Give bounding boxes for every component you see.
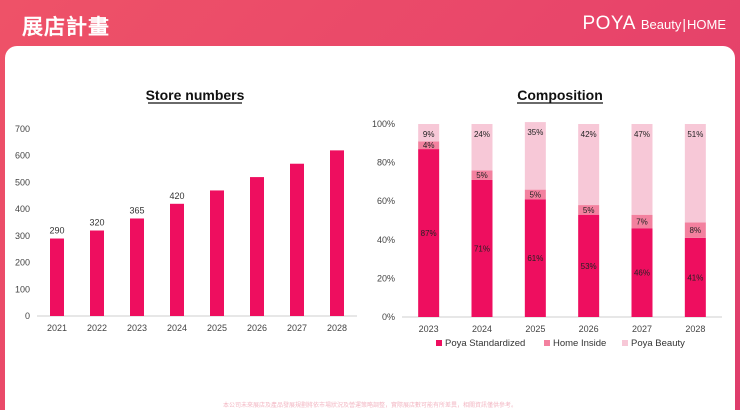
segment-data-label: 4% — [423, 141, 435, 150]
bar-2021 — [50, 238, 64, 316]
x-tick-label: 2028 — [327, 323, 347, 333]
legend-label: Home Inside — [553, 338, 606, 349]
segment-data-label: 5% — [583, 206, 595, 215]
bar-segment-poya-standardized — [524, 199, 546, 317]
x-tick-label: 2024 — [472, 324, 492, 334]
y-tick-label: 80% — [377, 158, 395, 168]
bar-segment-poya-standardized — [471, 179, 493, 317]
bar-segment-poya-standardized — [631, 228, 653, 317]
y-tick-label: 700 — [15, 124, 30, 134]
segment-data-label: 41% — [687, 273, 703, 282]
y-tick-label: 100 — [15, 284, 30, 294]
bar-segment-home-inside — [631, 214, 653, 229]
segment-data-label: 24% — [474, 130, 490, 139]
store-numbers-chart: Store numbers 0 100 200 300 400 500 600 700 290 20… — [15, 87, 357, 333]
bar-2025 — [210, 190, 224, 316]
bar-segment-poya-beauty — [684, 124, 706, 223]
bar-2024 — [170, 203, 184, 316]
legend-swatch — [622, 340, 628, 346]
segment-data-label: 46% — [634, 269, 650, 278]
bar-segment-poya-beauty — [631, 124, 653, 215]
bar-2026 — [250, 177, 264, 316]
legend-swatch — [544, 340, 550, 346]
bar-segment-poya-beauty — [578, 124, 600, 206]
x-tick-label: 2027 — [632, 324, 652, 334]
y-tick-label: 40% — [377, 235, 395, 245]
x-tick-label: 2026 — [579, 324, 599, 334]
segment-data-label: 8% — [690, 226, 702, 235]
segment-data-label: 87% — [421, 229, 437, 238]
chart-title: Store numbers — [146, 87, 245, 103]
y-tick-label: 20% — [377, 273, 395, 283]
bar-segment-poya-beauty — [418, 124, 440, 142]
bar-segment-poya-standardized — [578, 214, 600, 317]
segment-data-label: 71% — [474, 244, 490, 253]
content-panel — [5, 46, 735, 410]
bar-segment-poya-beauty — [471, 124, 493, 171]
x-tick-label: 2025 — [207, 323, 227, 333]
bar-segment-home-inside — [418, 141, 440, 150]
legend-label: Poya Standardized — [445, 338, 525, 349]
x-tick-label: 2028 — [685, 324, 705, 334]
segment-data-label: 5% — [530, 190, 542, 199]
y-tick-label: 400 — [15, 204, 30, 214]
legend-label: Poya Beauty — [631, 338, 685, 349]
x-tick-label: 2026 — [247, 323, 267, 333]
y-tick-label: 500 — [15, 177, 30, 187]
x-tick-label: 2024 — [167, 323, 187, 333]
bar-2028 — [330, 150, 344, 316]
bar-segment-home-inside — [524, 189, 546, 200]
segment-data-label: 7% — [636, 217, 648, 226]
segment-data-label: 51% — [687, 130, 703, 139]
y-tick-label: 60% — [377, 196, 395, 206]
y-tick-label: 0% — [382, 312, 395, 322]
brand-separator: | — [682, 16, 686, 32]
segment-data-label: 9% — [423, 130, 435, 139]
brand-beauty: Beauty — [640, 17, 682, 32]
bar-segment-home-inside — [684, 222, 706, 238]
bar-2027 — [290, 163, 304, 316]
segment-data-label: 61% — [527, 254, 543, 263]
segment-data-label: 47% — [634, 130, 650, 139]
bar-2023 — [130, 218, 144, 316]
x-tick-label: 2027 — [287, 323, 307, 333]
x-tick-label: 2025 — [525, 324, 545, 334]
brand-home: HOME — [687, 17, 726, 32]
bar-2022 — [90, 230, 104, 316]
x-tick-label: 2022 — [87, 323, 107, 333]
bar-segment-home-inside — [578, 205, 600, 215]
bar-segment-home-inside — [471, 170, 493, 180]
y-tick-label: 100% — [372, 119, 395, 129]
chart-title: Composition — [517, 87, 603, 103]
segment-data-label: 42% — [581, 130, 597, 139]
y-tick-label: 200 — [15, 258, 30, 268]
x-tick-label: 2023 — [127, 323, 147, 333]
bar-segment-poya-beauty — [524, 122, 546, 190]
y-tick-label: 300 — [15, 231, 30, 241]
segment-data-label: 35% — [527, 128, 543, 137]
bar-data-label: 420 — [169, 191, 184, 201]
bar-data-label: 290 — [49, 226, 64, 236]
segment-data-label: 53% — [581, 262, 597, 271]
bar-data-label: 320 — [89, 218, 104, 228]
bar-segment-poya-standardized — [684, 237, 706, 317]
bar-segment-poya-standardized — [418, 149, 440, 317]
page-title: 展店計畫 — [22, 15, 110, 39]
bar-data-label: 365 — [129, 205, 144, 215]
brand-logo: POYA Beauty|HOME — [582, 13, 726, 35]
x-tick-label: 2023 — [419, 324, 439, 334]
y-tick-label: 600 — [15, 151, 30, 161]
segment-data-label: 5% — [476, 171, 488, 180]
composition-chart: Composition 0% 20% 40% 60% 80% 100% 87% 4% 9% 2023… — [372, 87, 722, 349]
legend-swatch — [436, 340, 442, 346]
x-tick-label: 2021 — [47, 323, 67, 333]
y-tick-label: 0 — [25, 311, 30, 321]
footnote: 本公司未來展店及產品發展規劃將依市場狀況及營運策略調整，實際展店數可能有所差異，… — [222, 402, 517, 409]
brand-main: POYA — [582, 13, 636, 34]
